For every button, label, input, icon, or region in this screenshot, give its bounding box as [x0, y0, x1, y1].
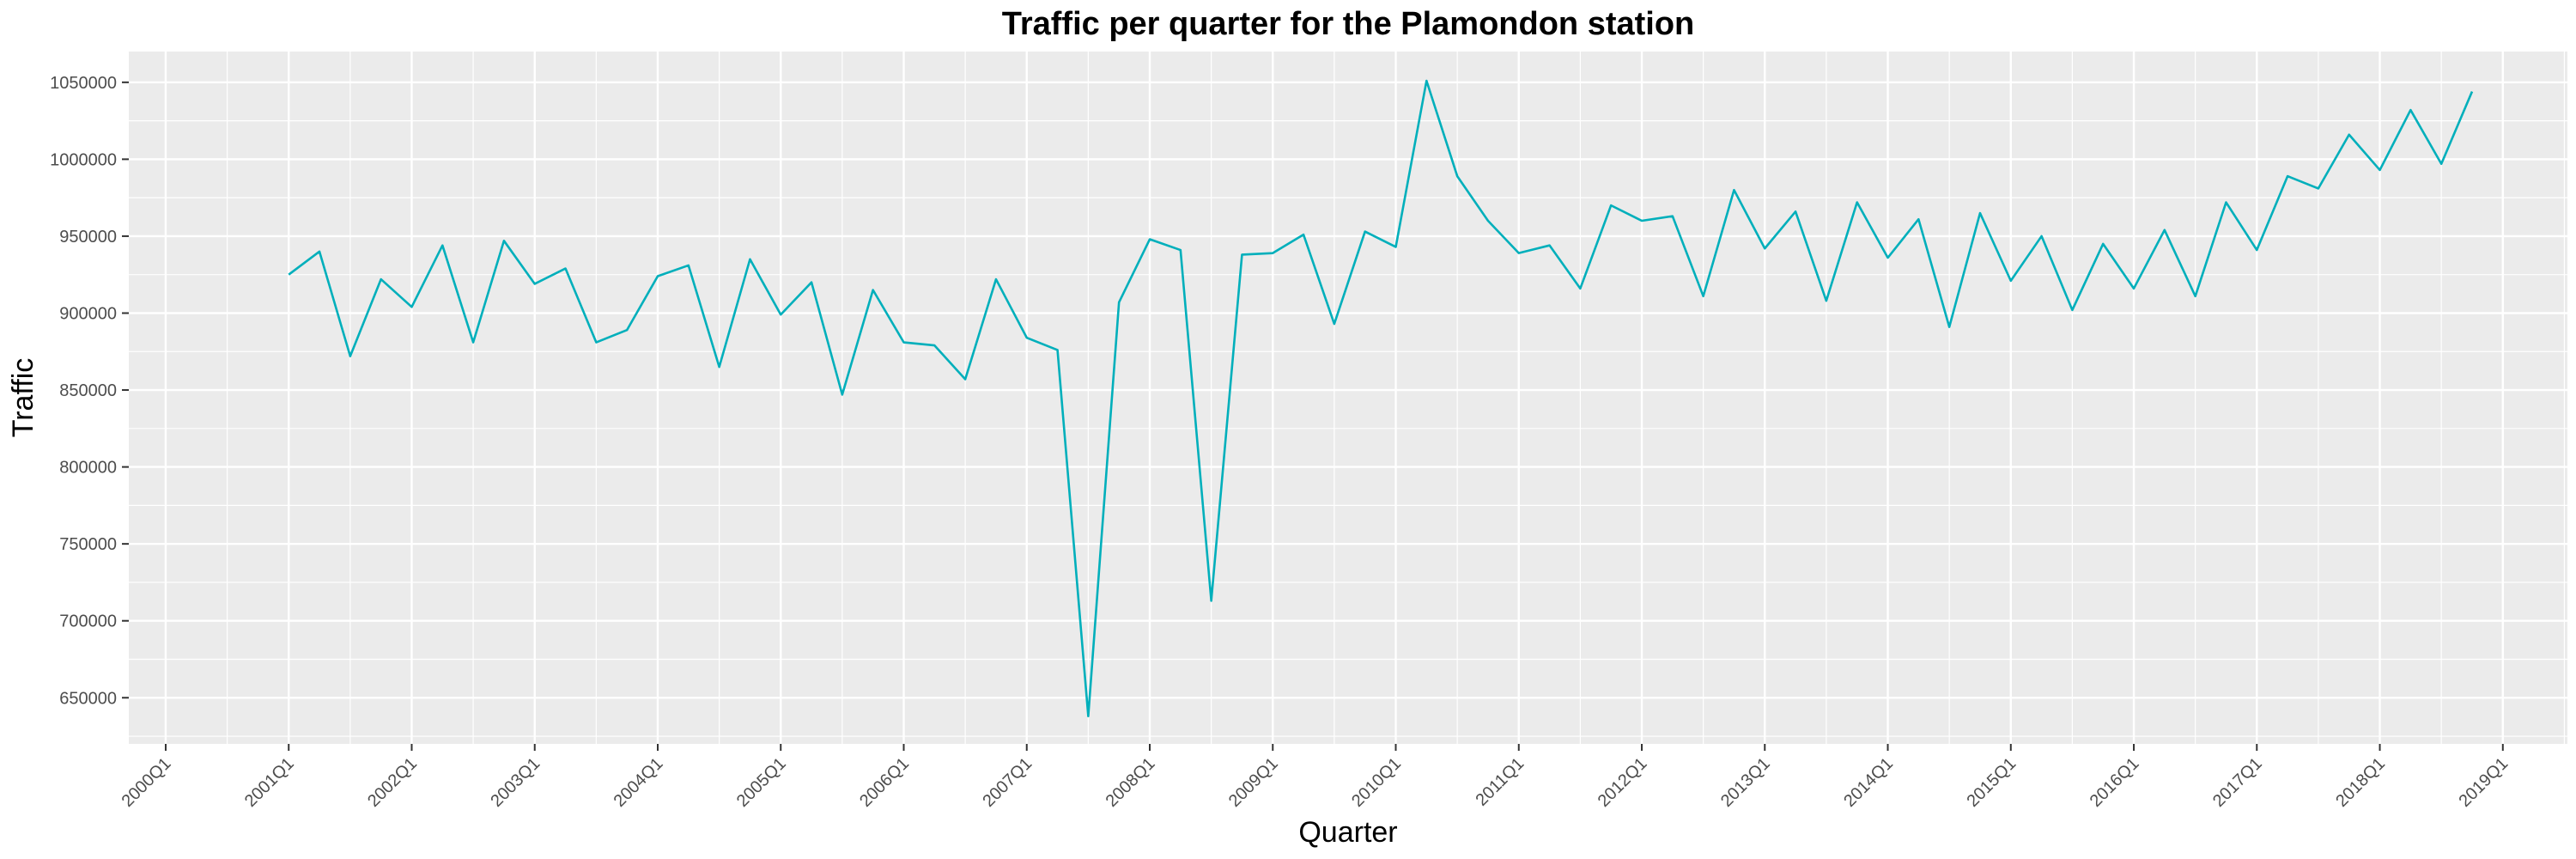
- x-tick-label: 2005Q1: [733, 754, 790, 811]
- x-tick-label: 2017Q1: [2209, 754, 2266, 811]
- chart-title: Traffic per quarter for the Plamondon st…: [1002, 6, 1695, 42]
- x-tick-label: 2014Q1: [1840, 754, 1897, 811]
- x-axis-ticks: 2000Q1 2001Q1 2002Q1 2003Q1 2004Q1 2005Q1 2006…: [118, 744, 2512, 811]
- x-tick-label: 2019Q1: [2455, 754, 2512, 811]
- x-tick-label: 2011Q1: [1472, 754, 1528, 810]
- x-tick-label: 2001Q1: [241, 754, 298, 811]
- x-tick-label: 2018Q1: [2332, 754, 2389, 811]
- x-axis-title: Quarter: [1298, 816, 1397, 849]
- x-tick-label: 2012Q1: [1595, 754, 1651, 811]
- y-tick-label: 900000: [59, 304, 117, 323]
- y-tick-label: 950000: [59, 228, 117, 247]
- y-tick-label: 1000000: [50, 150, 117, 169]
- y-tick-label: 850000: [59, 381, 117, 400]
- y-tick-label: 750000: [59, 535, 117, 554]
- y-tick-label: 650000: [59, 689, 117, 708]
- plot-panel: [129, 52, 2567, 744]
- x-tick-label: 2006Q1: [856, 754, 913, 811]
- x-tick-label: 2010Q1: [1348, 754, 1405, 811]
- x-tick-label: 2002Q1: [364, 754, 421, 811]
- x-tick-label: 2013Q1: [1717, 754, 1774, 811]
- x-tick-label: 2016Q1: [2087, 754, 2143, 811]
- x-tick-label: 2004Q1: [611, 754, 667, 811]
- y-axis-title: Traffic: [7, 358, 39, 438]
- x-tick-label: 2007Q1: [979, 754, 1036, 811]
- x-tick-label: 2008Q1: [1103, 754, 1159, 811]
- grid-major: [129, 52, 2567, 744]
- series-line: [288, 79, 2474, 718]
- y-axis-ticks: 650000 700000 750000 800000 850000 900000 9500…: [50, 74, 129, 708]
- y-tick-label: 1050000: [50, 74, 117, 93]
- x-tick-label: 2003Q1: [487, 754, 544, 811]
- x-tick-label: 2009Q1: [1225, 754, 1282, 811]
- x-tick-label: 2015Q1: [1963, 754, 2020, 811]
- y-tick-label: 800000: [59, 459, 117, 478]
- y-tick-label: 700000: [59, 612, 117, 631]
- x-tick-label: 2000Q1: [118, 754, 175, 811]
